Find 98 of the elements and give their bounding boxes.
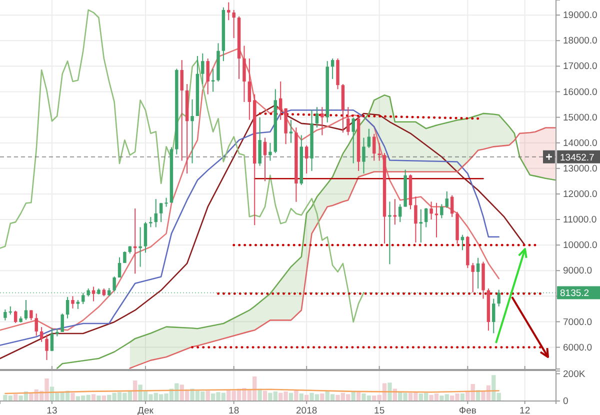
candlestick	[159, 202, 163, 223]
candlestick	[149, 216, 152, 228]
candlestick	[450, 194, 454, 218]
y-tick-label: 16000.0	[563, 86, 598, 98]
y-tick-label: 7000.0	[563, 316, 592, 328]
candlestick	[315, 106, 319, 128]
bar	[258, 388, 262, 401]
ref-line-label: 13452.7	[560, 152, 594, 164]
y-tick-label: 11000.0	[563, 214, 597, 226]
candlestick	[393, 198, 397, 226]
line-series	[56, 94, 556, 369]
candlestick	[434, 202, 438, 238]
candlestick	[211, 68, 215, 92]
bar	[91, 394, 96, 401]
candlestick	[367, 128, 371, 148]
line-series	[129, 127, 556, 369]
y-tick-label: 0	[563, 396, 568, 408]
y-tick-label: 14000.0	[563, 138, 598, 149]
y-tick-label: 19000.0	[563, 10, 598, 22]
candlestick	[430, 201, 433, 220]
candlestick	[378, 142, 381, 162]
candlestick	[24, 300, 28, 320]
candlestick	[190, 98, 194, 164]
candlestick	[138, 226, 142, 268]
candlestick	[30, 310, 33, 321]
candlestick	[263, 137, 267, 182]
bar	[356, 392, 361, 401]
y-tick-label: 15000.0	[563, 112, 598, 124]
x-tick-label: Фев	[458, 406, 476, 415]
candlestick	[45, 334, 48, 361]
candlestick	[330, 58, 334, 80]
y-tick-label: 200K	[563, 368, 586, 380]
bar	[96, 396, 101, 401]
x-tick-label: 15	[374, 406, 385, 415]
x-tick-label: 12	[520, 406, 530, 415]
candlestick	[372, 133, 376, 162]
candlestick	[112, 276, 116, 292]
y-tick-label: 6000.0	[563, 342, 592, 354]
candlestick	[242, 45, 246, 102]
ref-line-label: 8135.2	[560, 288, 590, 300]
x-tick-label: 13	[46, 406, 58, 415]
candlestick	[320, 106, 324, 136]
candlestick	[66, 296, 70, 319]
candlestick	[118, 256, 122, 278]
candlestick	[227, 2, 230, 21]
candlestick	[14, 310, 18, 324]
x-tick-label: 2018	[296, 406, 318, 415]
candlestick	[419, 208, 423, 244]
bar	[460, 394, 465, 401]
candlestick	[476, 257, 480, 290]
candlestick	[248, 58, 252, 120]
candlestick	[362, 137, 366, 174]
bar	[388, 382, 392, 401]
line-series	[0, 48, 500, 331]
candlestick	[144, 222, 148, 254]
candlestick	[92, 286, 96, 302]
candlestick	[4, 308, 7, 321]
candlestick	[304, 144, 308, 174]
candlestick	[346, 106, 350, 136]
candlestick	[154, 198, 158, 228]
candlestick	[398, 204, 402, 223]
bar	[14, 394, 18, 401]
bar	[70, 392, 75, 401]
candlestick	[123, 250, 126, 264]
candlestick	[60, 313, 64, 332]
bar	[299, 394, 304, 401]
candlestick	[82, 292, 85, 305]
line-series	[0, 9, 364, 323]
candlestick	[414, 196, 418, 244]
y-tick-label: 13000.0	[563, 163, 598, 174]
y-tick-label: 17000.0	[563, 61, 598, 72]
candlestick	[424, 208, 428, 228]
candlestick	[440, 204, 444, 219]
x-tick-label: 18	[228, 406, 240, 415]
candlestick	[232, 9, 236, 39]
candlestick	[201, 52, 204, 85]
candlestick	[180, 60, 184, 162]
candlestick	[497, 289, 500, 307]
candlestick	[50, 327, 54, 352]
candlestick	[278, 81, 282, 120]
candlestick	[471, 262, 474, 293]
candlestick	[40, 326, 44, 342]
candlestick	[71, 296, 74, 309]
candlestick	[258, 116, 262, 166]
y-tick-label: 12000.0	[563, 188, 598, 200]
candlestick	[206, 58, 210, 95]
candlestick	[289, 119, 293, 144]
y-tick-label: 18000.0	[563, 36, 598, 47]
candlestick	[34, 313, 38, 336]
candlestick	[352, 117, 355, 164]
bar	[294, 390, 298, 401]
candlestick	[445, 190, 448, 209]
y-tick-label: 9000.0	[563, 266, 592, 277]
candlestick	[492, 298, 496, 334]
y-tick-label: 10000.0	[563, 240, 598, 252]
candlestick	[268, 142, 272, 162]
candlestick	[388, 201, 392, 265]
bar	[320, 394, 324, 401]
